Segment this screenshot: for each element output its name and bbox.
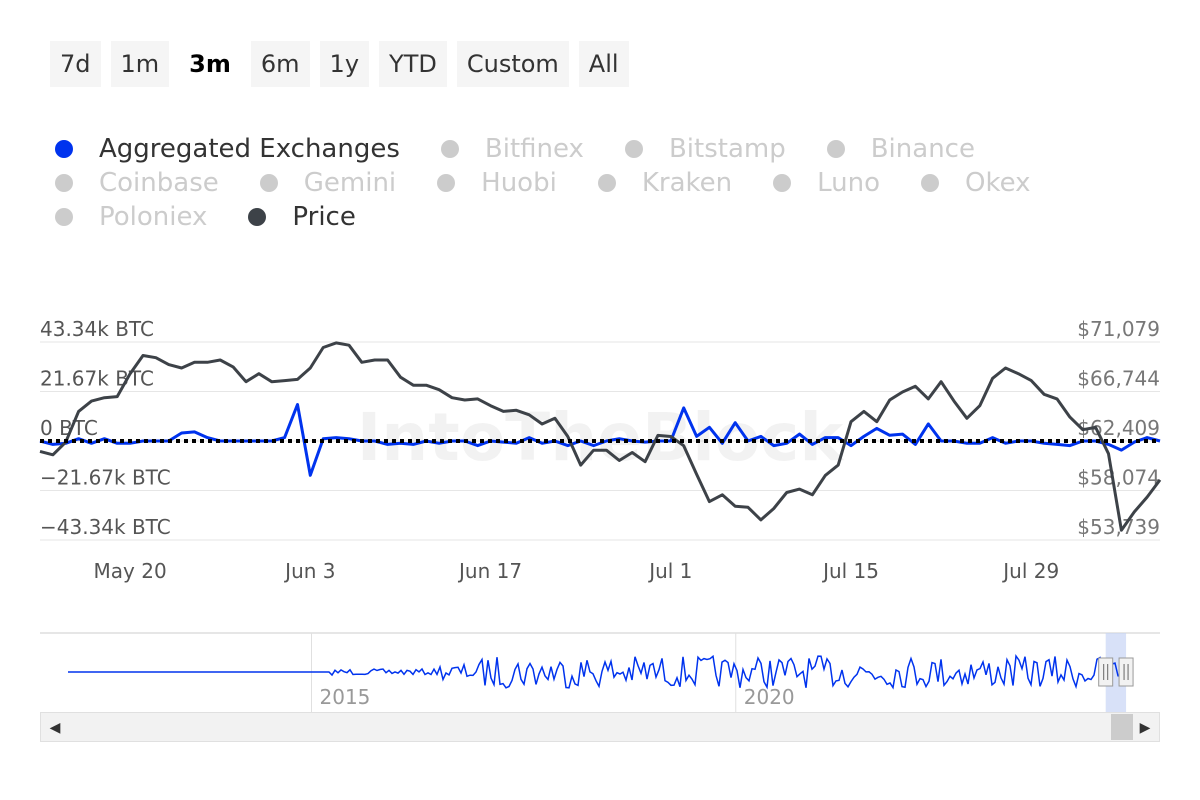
navigator-chart[interactable]: 2015 2020 — [0, 600, 1200, 712]
y-left-tick-label: 21.67k BTC — [40, 367, 154, 391]
legend-item-huobi[interactable]: Huobi — [432, 168, 557, 198]
legend-marker-icon — [624, 140, 643, 158]
legend-item-gemini[interactable]: Gemini — [255, 168, 396, 198]
legend-label: Bitfinex — [484, 134, 584, 164]
x-tick-label: Jul 29 — [1001, 559, 1059, 583]
legend-item-luno[interactable]: Luno — [768, 168, 880, 198]
range-button-3m[interactable]: 3m — [179, 41, 241, 87]
legend-marker-icon — [440, 140, 459, 158]
legend-row: Aggregated Exchanges Bitfinex Bitstamp Bina… — [50, 132, 1150, 166]
x-tick-label: Jul 15 — [821, 559, 879, 583]
legend-marker-icon — [437, 174, 456, 192]
legend-item-okex[interactable]: Okex — [916, 168, 1031, 198]
x-tick-label: Jun 3 — [283, 559, 335, 583]
range-button-all[interactable]: All — [578, 41, 629, 87]
navigator-scrollbar[interactable]: ◀ ▶ — [40, 712, 1160, 742]
legend-item-aggregated-exchanges[interactable]: Aggregated Exchanges — [50, 134, 400, 164]
navigator-tick-label: 2020 — [744, 685, 795, 709]
x-tick-label: Jul 1 — [647, 559, 692, 583]
legend-label: Coinbase — [99, 168, 219, 198]
legend-marker-icon — [921, 174, 940, 192]
navigator-selection[interactable] — [1105, 633, 1127, 712]
range-button-7d[interactable]: 7d — [50, 41, 101, 87]
scroll-left-arrow-icon[interactable]: ◀ — [49, 718, 61, 735]
legend-row: Poloniex Price — [50, 200, 1150, 234]
y-right-tick-label: $58,074 — [1077, 466, 1160, 490]
range-button-1y[interactable]: 1y — [319, 41, 370, 87]
legend-item-kraken[interactable]: Kraken — [593, 168, 732, 198]
chart-legend: Aggregated Exchanges Bitfinex Bitstamp Bina… — [50, 132, 1150, 234]
scroll-right-arrow-icon[interactable]: ▶ — [1139, 718, 1151, 735]
legend-label: Okex — [965, 168, 1031, 198]
x-tick-label: Jun 17 — [457, 559, 522, 583]
legend-label: Huobi — [481, 168, 557, 198]
watermark: IntoTheBlock — [357, 399, 846, 476]
range-button-1m[interactable]: 1m — [110, 41, 170, 87]
range-button-custom[interactable]: Custom — [456, 41, 569, 87]
y-left-tick-label: −21.67k BTC — [40, 466, 171, 490]
y-left-tick-label: 43.34k BTC — [40, 317, 154, 341]
scrollbar-thumb[interactable] — [1111, 714, 1133, 740]
legend-label: Binance — [870, 134, 975, 164]
legend-marker-icon — [55, 140, 73, 158]
legend-label: Aggregated Exchanges — [99, 134, 400, 164]
navigator-handle-left[interactable] — [1098, 657, 1114, 687]
legend-item-price[interactable]: Price — [243, 202, 356, 232]
legend-label: Luno — [817, 168, 881, 198]
legend-marker-icon — [248, 208, 267, 226]
range-selector: 7d 1m 3m 6m 1y YTD Custom All — [50, 41, 629, 87]
y-left-tick-label: −43.34k BTC — [40, 515, 171, 539]
range-button-ytd[interactable]: YTD — [379, 41, 447, 87]
legend-item-bitstamp[interactable]: Bitstamp — [620, 134, 786, 164]
legend-item-coinbase[interactable]: Coinbase — [50, 168, 219, 198]
legend-label: Price — [292, 202, 356, 232]
legend-marker-icon — [826, 140, 845, 158]
legend-marker-icon — [259, 174, 278, 192]
legend-marker-icon — [597, 174, 616, 192]
legend-row: Coinbase Gemini Huobi Kraken Luno Okex — [50, 166, 1150, 200]
legend-label: Poloniex — [99, 202, 208, 232]
y-right-tick-label: $66,744 — [1077, 367, 1160, 391]
legend-item-binance[interactable]: Binance — [822, 134, 975, 164]
navigator-tick-label: 2015 — [320, 685, 371, 709]
navigator-handle-right[interactable] — [1118, 657, 1134, 687]
legend-marker-icon — [55, 174, 73, 192]
legend-marker-icon — [773, 174, 792, 192]
legend-item-bitfinex[interactable]: Bitfinex — [436, 134, 584, 164]
legend-label: Gemini — [303, 168, 397, 198]
x-tick-label: May 20 — [94, 559, 167, 583]
legend-item-poloniex[interactable]: Poloniex — [50, 202, 207, 232]
y-right-tick-label: $71,079 — [1077, 317, 1160, 341]
legend-marker-icon — [55, 208, 73, 226]
range-button-6m[interactable]: 6m — [250, 41, 310, 87]
legend-label: Kraken — [641, 168, 733, 198]
series-line-price — [39, 341, 1162, 532]
navigator-series-line — [68, 653, 1128, 690]
legend-label: Bitstamp — [668, 134, 786, 164]
